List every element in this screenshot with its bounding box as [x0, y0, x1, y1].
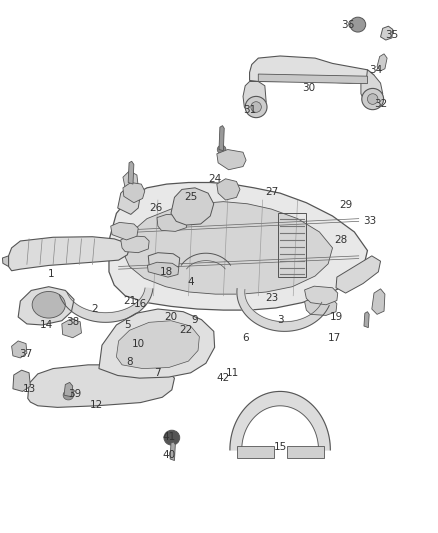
Polygon shape	[18, 287, 74, 325]
Polygon shape	[118, 187, 141, 214]
Ellipse shape	[245, 96, 267, 118]
Text: 14: 14	[40, 320, 53, 330]
Text: 10: 10	[132, 338, 145, 349]
Text: 28: 28	[335, 235, 348, 245]
Ellipse shape	[362, 88, 384, 110]
Ellipse shape	[164, 430, 180, 445]
Text: 24: 24	[208, 174, 221, 184]
Polygon shape	[99, 309, 215, 378]
Polygon shape	[372, 289, 385, 314]
Text: 9: 9	[192, 314, 198, 325]
Polygon shape	[12, 341, 27, 358]
Text: 34: 34	[370, 65, 383, 75]
Polygon shape	[230, 391, 330, 450]
Text: 42: 42	[217, 373, 230, 383]
Text: 13: 13	[22, 384, 36, 394]
Text: 29: 29	[339, 200, 352, 211]
Polygon shape	[128, 161, 134, 184]
Polygon shape	[157, 214, 187, 231]
Polygon shape	[170, 442, 175, 461]
Ellipse shape	[217, 146, 226, 154]
Text: 22: 22	[180, 325, 193, 335]
Text: 15: 15	[273, 442, 287, 452]
Text: 2: 2	[91, 304, 98, 314]
Text: 33: 33	[363, 216, 376, 227]
Polygon shape	[109, 182, 367, 310]
Polygon shape	[250, 56, 374, 83]
Text: 32: 32	[374, 99, 387, 109]
Text: 31: 31	[243, 104, 256, 115]
Polygon shape	[354, 19, 363, 30]
Text: 6: 6	[242, 333, 248, 343]
Polygon shape	[336, 256, 381, 293]
Polygon shape	[125, 201, 332, 294]
Ellipse shape	[350, 17, 366, 32]
Polygon shape	[62, 319, 81, 338]
Text: 17: 17	[328, 333, 341, 343]
Text: 1: 1	[48, 270, 54, 279]
Text: 12: 12	[90, 400, 103, 410]
Polygon shape	[121, 236, 149, 253]
Text: 30: 30	[302, 83, 315, 93]
Polygon shape	[64, 382, 73, 397]
Text: 39: 39	[68, 389, 81, 399]
Text: 11: 11	[226, 368, 239, 378]
Text: 16: 16	[134, 298, 147, 309]
Text: 36: 36	[341, 20, 354, 30]
Text: 19: 19	[330, 312, 343, 322]
Text: 5: 5	[124, 320, 131, 330]
Ellipse shape	[63, 390, 74, 400]
FancyBboxPatch shape	[287, 446, 324, 458]
Text: 38: 38	[66, 317, 79, 327]
FancyBboxPatch shape	[237, 446, 275, 458]
Polygon shape	[123, 171, 138, 188]
Text: 23: 23	[265, 293, 278, 303]
Text: 27: 27	[265, 187, 278, 197]
Polygon shape	[217, 150, 246, 169]
Polygon shape	[304, 297, 337, 316]
Polygon shape	[381, 26, 393, 40]
Text: 21: 21	[123, 296, 136, 306]
Text: 8: 8	[126, 357, 133, 367]
Polygon shape	[9, 237, 130, 271]
Text: 35: 35	[385, 30, 398, 41]
Polygon shape	[364, 312, 369, 328]
Text: 18: 18	[160, 267, 173, 277]
Polygon shape	[148, 253, 180, 270]
Polygon shape	[111, 222, 138, 240]
Polygon shape	[3, 256, 9, 266]
Polygon shape	[243, 82, 266, 115]
Ellipse shape	[32, 292, 65, 318]
Text: 37: 37	[19, 349, 33, 359]
Ellipse shape	[251, 102, 261, 112]
Polygon shape	[361, 70, 383, 107]
Polygon shape	[60, 288, 153, 322]
Text: 40: 40	[162, 450, 175, 460]
Polygon shape	[148, 262, 179, 277]
Polygon shape	[117, 321, 199, 368]
Polygon shape	[13, 370, 30, 391]
Text: 26: 26	[149, 203, 162, 213]
Polygon shape	[181, 253, 230, 269]
Polygon shape	[258, 74, 367, 84]
Text: 25: 25	[184, 192, 197, 203]
Text: 20: 20	[164, 312, 177, 322]
Polygon shape	[217, 179, 240, 200]
Polygon shape	[237, 288, 329, 332]
Polygon shape	[123, 182, 145, 203]
Polygon shape	[219, 126, 224, 151]
Polygon shape	[173, 201, 202, 219]
Polygon shape	[171, 188, 214, 225]
Text: 7: 7	[155, 368, 161, 378]
Text: 41: 41	[162, 432, 175, 442]
Text: 3: 3	[277, 314, 283, 325]
Polygon shape	[28, 365, 174, 407]
Polygon shape	[304, 286, 338, 305]
Ellipse shape	[367, 94, 378, 104]
Text: 4: 4	[187, 278, 194, 287]
Polygon shape	[377, 54, 387, 71]
